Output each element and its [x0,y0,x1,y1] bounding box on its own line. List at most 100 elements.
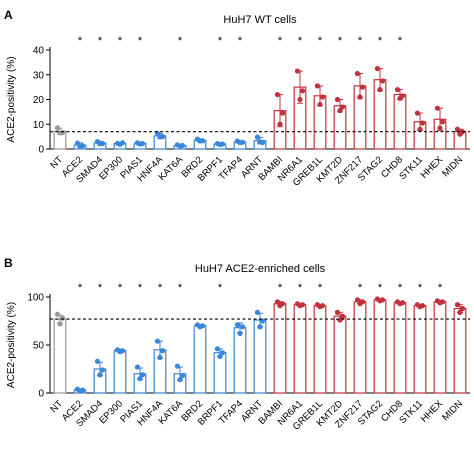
replicate-point [157,354,163,361]
replicate-point [317,101,323,108]
replicate-point [259,139,266,146]
significance-marker: * [318,35,323,47]
replicate-point [254,134,261,140]
replicate-point [417,126,423,132]
significance-marker: * [98,35,103,47]
replicate-point [119,140,126,146]
replicate-point [379,297,386,303]
y-tick-label: 0 [38,389,44,400]
replicate-point [239,324,246,330]
significance-marker: * [78,282,83,294]
replicate-point [399,300,406,306]
replicate-point [59,130,66,136]
bar [193,325,207,394]
x-tick-label: HHEX [419,398,446,425]
bar [353,301,367,394]
bar [113,350,127,394]
replicate-point [297,96,303,103]
replicate-point [234,322,241,328]
replicate-point [357,94,363,100]
replicate-point [339,104,346,110]
replicate-point [419,303,426,309]
replicate-point [314,83,321,89]
replicate-point [99,367,106,373]
replicate-point [337,108,343,114]
significance-marker: * [218,35,223,47]
replicate-point [199,138,206,144]
replicate-point [299,88,306,94]
replicate-point [99,140,106,147]
replicate-point [177,376,183,383]
panel-label: A [4,8,13,22]
y-axis-label: ACE2-positivity (%) [6,302,17,388]
significance-marker: * [378,35,383,47]
significance-marker: * [78,35,83,47]
replicate-point [159,348,166,354]
replicate-point [217,353,223,360]
replicate-point [299,302,306,308]
replicate-point [279,301,286,307]
significance-marker: * [138,35,143,47]
replicate-point [379,78,386,84]
significance-marker: * [418,282,423,294]
replicate-point [257,324,263,330]
replicate-point [414,110,421,116]
y-tick-label: 20 [33,95,45,106]
replicate-point [439,299,446,305]
significance-marker: * [278,282,283,294]
significance-marker: * [178,282,183,294]
panel-label: B [4,256,13,270]
replicate-point [294,68,301,74]
y-tick-label: 40 [33,46,45,57]
significance-marker: * [118,282,123,294]
replicate-point [394,87,401,93]
significance-marker: * [278,35,283,47]
bar [333,315,347,394]
chart-title: HuH7 WT cells [223,14,297,26]
panel-a: A HuH7 WT cells ACE2-positivity (%) 0 10 20 30… [4,8,470,189]
replicate-point [457,309,463,315]
replicate-point [334,96,341,103]
replicate-point [154,338,161,344]
bar [53,318,67,394]
bar [253,319,267,394]
replicate-point [454,302,461,308]
y-tick-label: 30 [33,70,45,81]
y-tick-label: 10 [33,120,45,131]
replicate-point [214,346,221,352]
replicate-point [319,303,326,309]
replicate-point [374,65,381,72]
replicate-point [319,94,326,100]
replicate-point [459,305,466,312]
replicate-point [79,143,86,149]
replicate-point [274,299,281,305]
replicate-point [119,348,126,354]
significance-marker: * [118,35,123,47]
replicate-point [239,139,246,145]
panel-b: B HuH7 ACE2-enriched cells ACE2-positivity… [4,256,470,433]
significance-marker: * [298,35,303,47]
x-tick-label: HHEX [419,154,446,181]
replicate-point [174,363,181,369]
replicate-point [354,297,361,303]
replicate-point [79,387,86,393]
replicate-point [97,372,103,378]
replicate-point [279,110,286,116]
bar [453,307,467,394]
replicate-point [359,84,366,90]
y-axis-label: ACE2-positivity (%) [6,56,17,142]
significance-marker: * [138,282,143,294]
replicate-point [354,70,361,77]
bar [433,301,447,394]
replicate-point [399,93,406,99]
bar [393,93,407,150]
significance-marker: * [358,282,363,294]
replicate-point [339,313,346,319]
replicate-point [254,309,261,315]
replicate-point [199,323,206,329]
x-tick-label: MIDN [440,154,465,179]
replicate-point [219,141,226,147]
replicate-point [219,350,226,356]
y-tick-label: 100 [27,293,44,304]
